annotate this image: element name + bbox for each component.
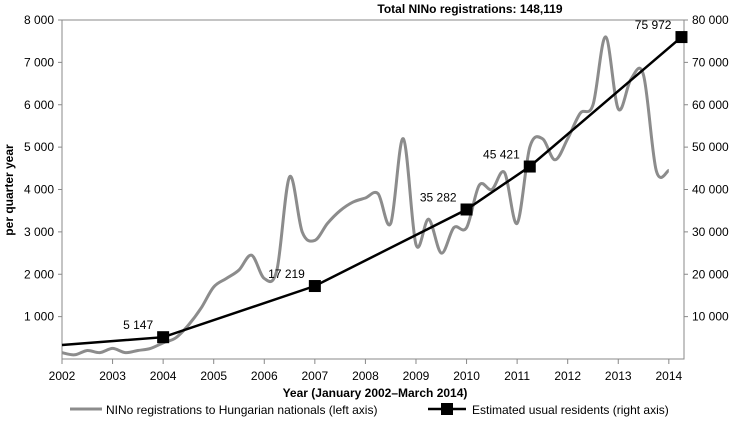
x-tick-label: 2013 <box>605 369 632 383</box>
x-tick-label: 2009 <box>403 369 430 383</box>
right-axis: 10 000 20 000 30 000 40 000 50 000 60 000 70 0… <box>684 13 729 324</box>
residents-marker <box>523 160 536 173</box>
left-tick-label: 3 000 <box>24 225 54 239</box>
residents-marker <box>460 203 473 216</box>
left-axis: 1 000 2 000 3 000 4 000 5 000 6 000 7 000 8 000 <box>24 13 62 324</box>
legend: NINo registrations to Hungarian national… <box>70 403 669 417</box>
right-tick-label: 50 000 <box>692 140 729 154</box>
x-tick-label: 2003 <box>99 369 126 383</box>
right-tick-label: 70 000 <box>692 55 729 69</box>
x-tick-label: 2004 <box>150 369 177 383</box>
residents-data-label: 45 421 <box>483 148 520 162</box>
legend-label-nino: NINo registrations to Hungarian national… <box>106 403 377 417</box>
x-tick-label: 2012 <box>554 369 581 383</box>
x-tick-label: 2005 <box>200 369 227 383</box>
x-axis-title: Year (January 2002–March 2014) <box>283 386 468 400</box>
x-tick-label: 2006 <box>251 369 278 383</box>
left-tick-label: 6 000 <box>24 98 54 112</box>
residents-marker <box>308 280 321 293</box>
right-tick-label: 30 000 <box>692 225 729 239</box>
x-axis: 2002 2003 2004 2005 2006 2007 2008 2009 2010 2011… <box>49 359 682 383</box>
right-tick-label: 20 000 <box>692 267 729 281</box>
x-tick-label: 2014 <box>655 369 682 383</box>
series-usual-residents: 5 147 17 219 35 282 45 421 75 972 <box>61 18 688 347</box>
x-tick-label: 2008 <box>352 369 379 383</box>
right-tick-label: 60 000 <box>692 98 729 112</box>
left-tick-label: 8 000 <box>24 13 54 27</box>
y-axis-title: per quarter year <box>2 144 16 236</box>
series-line-residents <box>61 36 683 347</box>
residents-data-label: 17 219 <box>268 267 305 281</box>
x-tick-label: 2002 <box>49 369 76 383</box>
x-tick-label: 2007 <box>301 369 328 383</box>
x-tick-label: 2011 <box>504 369 530 383</box>
left-tick-label: 4 000 <box>24 183 54 197</box>
series-line-nino <box>61 35 670 357</box>
residents-data-label: 5 147 <box>123 318 153 332</box>
residents-data-label: 75 972 <box>635 18 672 32</box>
legend-marker-residents <box>441 403 453 415</box>
plot-border <box>61 19 685 360</box>
series-nino-registrations <box>61 35 670 357</box>
left-tick-label: 1 000 <box>24 310 54 324</box>
left-tick-label: 7 000 <box>24 55 54 69</box>
residents-data-label: 35 282 <box>420 190 457 204</box>
legend-label-residents: Estimated usual residents (right axis) <box>472 403 669 417</box>
x-tick-label: 2010 <box>453 369 480 383</box>
residents-marker <box>157 331 170 344</box>
left-tick-label: 5 000 <box>24 140 54 154</box>
right-tick-label: 80 000 <box>692 13 729 27</box>
chart-title: Total NINo registrations: 148,119 <box>377 2 562 16</box>
plot-frame <box>61 19 685 360</box>
left-tick-label: 2 000 <box>24 267 54 281</box>
residents-marker <box>675 31 688 44</box>
right-tick-label: 40 000 <box>692 183 729 197</box>
right-tick-label: 10 000 <box>692 310 729 324</box>
